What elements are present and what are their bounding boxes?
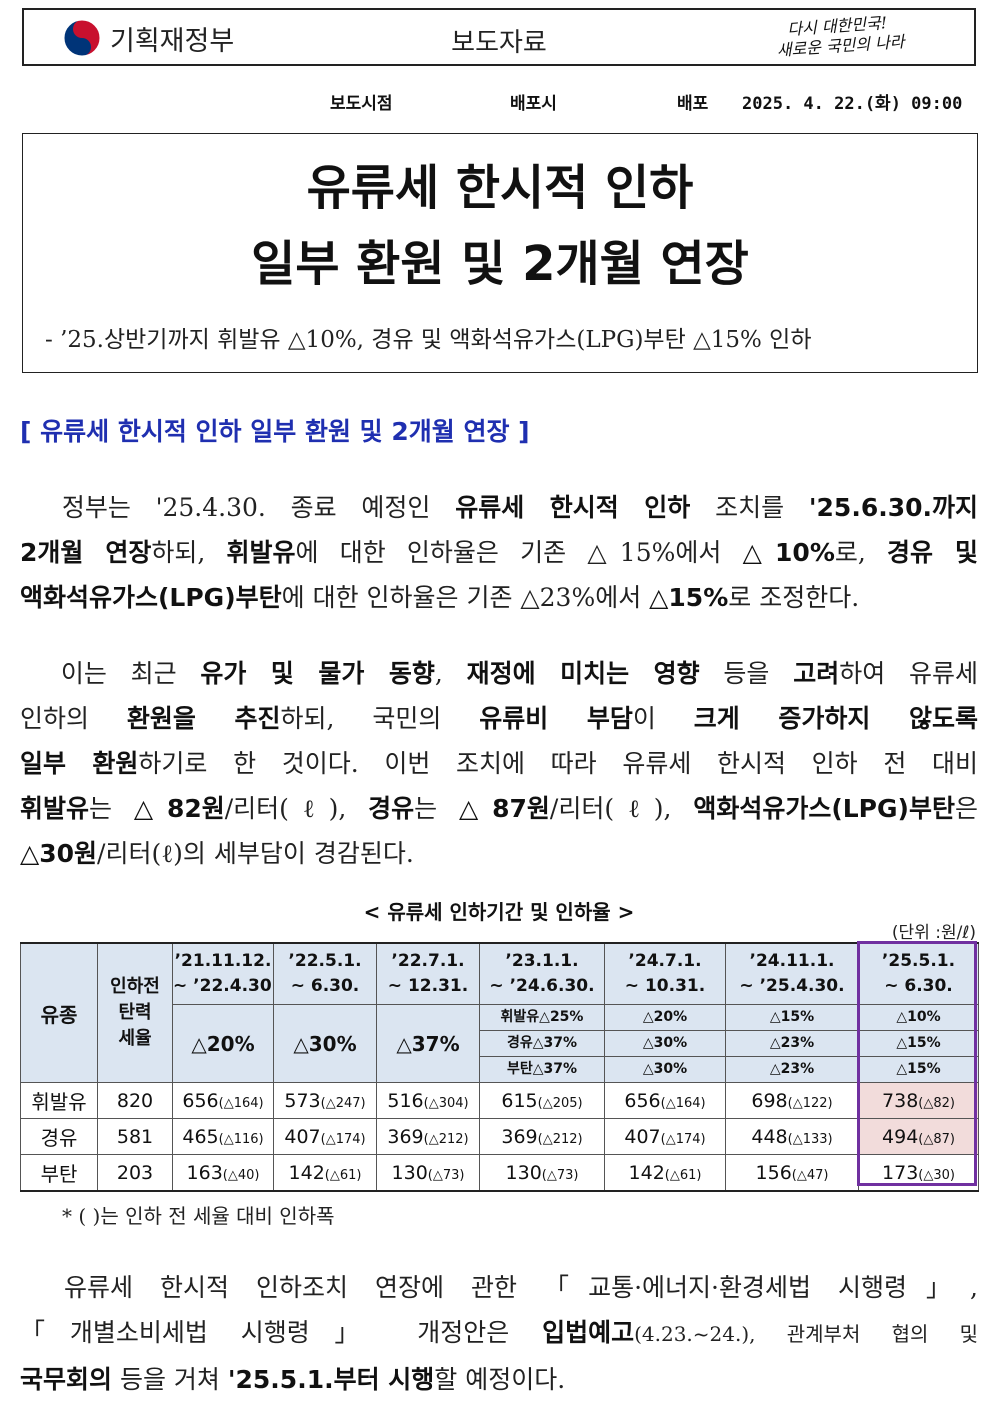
- period-header: ’24.11.1. ~ ’25.4.30.: [725, 942, 859, 1005]
- taegeuk-icon: [63, 19, 101, 57]
- title-line1: 유류세 한시적 인하: [306, 160, 694, 216]
- ministry-name: 기획재정부: [110, 25, 235, 57]
- base-rate-value: 581: [97, 1118, 173, 1155]
- table-cell: 142(△61): [273, 1154, 377, 1192]
- table-cell: 656(△164): [604, 1082, 726, 1119]
- table-cell: 656(△164): [172, 1082, 274, 1119]
- table-cell: 516(△304): [376, 1082, 480, 1119]
- table-cell: 573(△247): [273, 1082, 377, 1119]
- table-cell: 130(△73): [479, 1154, 605, 1192]
- table-cell: 369(△212): [479, 1118, 605, 1155]
- fuel-name: 휘발유: [20, 1082, 98, 1119]
- period-header: ’24.7.1. ~ 10.31.: [604, 942, 726, 1005]
- period-header: ’23.1.1. ~ ’24.6.30.: [479, 942, 605, 1005]
- table-cell: 698(△122): [725, 1082, 859, 1119]
- paragraph-2: 이는 최근 유가 및 물가 동향, 재정에 미치는 영향 등을 고려하여 유류세…: [20, 651, 978, 876]
- col-fuel-type: 유종: [20, 942, 98, 1083]
- table-cell-highlight: 738(△82): [858, 1082, 979, 1119]
- table-row: 경유 581 465(△116) 407(△174) 369(△212) 369…: [20, 1118, 979, 1155]
- subtitle: - ’25.상반기까지 휘발유 △10%, 경유 및 액화석유가스(LPG)부탄…: [45, 327, 812, 353]
- rate-cell: △30%: [604, 1030, 726, 1057]
- p2-line3: 일부 환원하기로 한 것이다. 이번 조치에 따라 유류세 한시적 인하 전 대…: [20, 749, 978, 778]
- p2-line4: 휘발유는 △82원/리터(ℓ), 경유는 △87원/리터(ℓ), 액화석유가스(…: [20, 794, 978, 823]
- rate-cell: 휘발유△25%: [479, 1004, 605, 1031]
- distribution-date: 2025. 4. 22.(화) 09:00: [742, 94, 963, 114]
- table-cell: 130(△73): [376, 1154, 480, 1192]
- distribution-label: 배포시: [510, 94, 557, 114]
- slogan-handwritten: 다시 대한민국! 새로운 국민의 나라: [776, 12, 905, 60]
- p3-line3: 국무회의 등을 거쳐 '25.5.1.부터 시행할 예정이다.: [20, 1365, 566, 1394]
- release-info: 보도시점 배포시 배포 2025. 4. 22.(화) 09:00: [0, 89, 998, 114]
- title-box: 유류세 한시적 인하 일부 환원 및 2개월 연장 - ’25.상반기까지 휘발…: [22, 133, 978, 373]
- table-row: 휘발유 820 656(△164) 573(△247) 516(△304) 61…: [20, 1082, 979, 1119]
- table-cell: 156(△47): [725, 1154, 859, 1192]
- release-time-label: 보도시점: [330, 94, 393, 114]
- paragraph-1: 정부는 '25.4.30. 종료 예정인 유류세 한시적 인하 조치를 '25.…: [20, 485, 978, 620]
- title-line2: 일부 환원 및 2개월 연장: [251, 236, 749, 292]
- rate-cell: △10%: [858, 1004, 979, 1031]
- rate-cell: △20%: [172, 1004, 274, 1083]
- table-cell: 163(△40): [172, 1154, 274, 1192]
- table-cell: 465(△116): [172, 1118, 274, 1155]
- base-rate-value: 203: [97, 1154, 173, 1192]
- doc-type: 보도자료: [451, 28, 547, 58]
- ministry-logo: 기획재정부: [62, 18, 234, 58]
- p3-line1: 유류세 한시적 인하조치 연장에 관한 「교통·에너지·환경세법 시행령」,: [20, 1273, 978, 1302]
- rate-cell: △30%: [604, 1056, 726, 1083]
- table-footnote: * ( )는 인하 전 세율 대비 인하폭: [62, 1204, 335, 1228]
- p2-line5: △30원/리터(ℓ)의 세부담이 경감된다.: [20, 839, 414, 868]
- table-cell: 407(△174): [273, 1118, 377, 1155]
- header-bar: 기획재정부 보도자료 다시 대한민국! 새로운 국민의 나라: [22, 8, 976, 66]
- table-cell: 142(△61): [604, 1154, 726, 1192]
- base-rate-value: 820: [97, 1082, 173, 1119]
- period-header: ’21.11.12. ~ ’22.4.30.: [172, 942, 274, 1005]
- rate-cell: △23%: [725, 1030, 859, 1057]
- fuel-name: 경유: [20, 1118, 98, 1155]
- period-header: ’25.5.1. ~ 6.30.: [858, 942, 979, 1005]
- rate-cell: △15%: [725, 1004, 859, 1031]
- table-cell: 369(△212): [376, 1118, 480, 1155]
- paragraph-3: 유류세 한시적 인하조치 연장에 관한 「교통·에너지·환경세법 시행령」, 「…: [20, 1265, 978, 1402]
- rate-cell: △23%: [725, 1056, 859, 1083]
- rate-cell: △20%: [604, 1004, 726, 1031]
- rate-cell: △15%: [858, 1056, 979, 1083]
- table-cell: 173(△30): [858, 1154, 979, 1192]
- p1-line2: 2개월 연장하되, 휘발유에 대한 인하율은 기존 △15%에서 △10%로, …: [20, 538, 978, 567]
- section-heading: [ 유류세 한시적 인하 일부 환원 및 2개월 연장 ]: [20, 417, 530, 446]
- table-cell: 615(△205): [479, 1082, 605, 1119]
- table-title: < 유류세 인하기간 및 인하율 >: [363, 900, 635, 924]
- table-cell: 448(△133): [725, 1118, 859, 1155]
- rate-cell: 경유△37%: [479, 1030, 605, 1057]
- fuel-tax-table: 유종 인하전 탄력 세율 ’21.11.12. ~ ’22.4.30. ’22.5.1…: [20, 942, 979, 1192]
- fuel-name: 부탄: [20, 1154, 98, 1192]
- p3-line2: 「개별소비세법 시행령」 개정안은 입법예고(4.23.~24.), 관계부처 …: [20, 1318, 978, 1347]
- table-cell-highlight: 494(△87): [858, 1118, 979, 1155]
- p1-line3: 액화석유가스(LPG)부탄에 대한 인하율은 기존 △23%에서 △15%로 조…: [20, 583, 860, 612]
- p1-line1: 정부는 '25.4.30. 종료 예정인 유류세 한시적 인하 조치를 '25.…: [20, 493, 978, 522]
- rate-cell: △30%: [273, 1004, 377, 1083]
- rate-cell: △37%: [376, 1004, 480, 1083]
- rate-cell: 부탄△37%: [479, 1056, 605, 1083]
- table-row: 부탄 203 163(△40) 142(△61) 130(△73) 130(△7…: [20, 1154, 979, 1192]
- table-unit: (단위 :원/ℓ): [891, 923, 976, 943]
- distribution-prefix: 배포: [677, 94, 709, 114]
- p2-line1: 이는 최근 유가 및 물가 동향, 재정에 미치는 영향 등을 고려하여 유류세: [20, 659, 978, 688]
- period-header: ’22.5.1. ~ 6.30.: [273, 942, 377, 1005]
- col-base-rate: 인하전 탄력 세율: [97, 942, 173, 1083]
- table-cell: 407(△174): [604, 1118, 726, 1155]
- rate-cell: △15%: [858, 1030, 979, 1057]
- period-header: ’22.7.1. ~ 12.31.: [376, 942, 480, 1005]
- p2-line2: 인하의 환원을 추진하되, 국민의 유류비 부담이 크게 증가하지 않도록: [20, 704, 978, 733]
